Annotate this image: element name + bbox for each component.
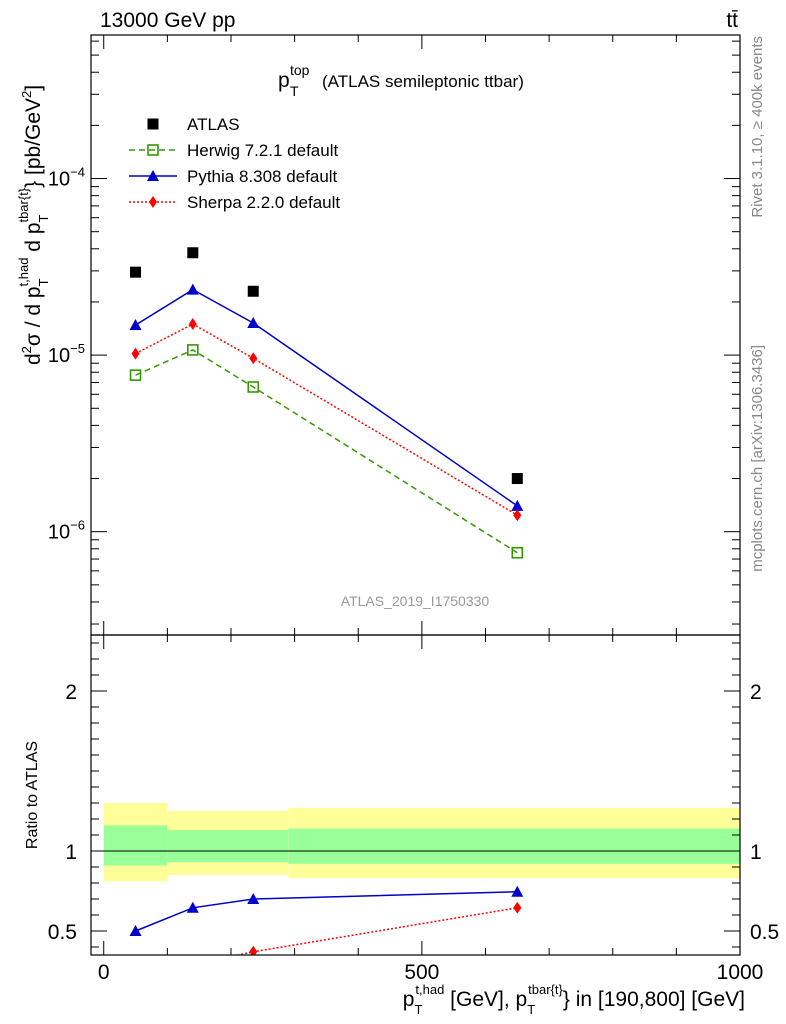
main-point-sherpa-2 (249, 352, 258, 365)
title-var: p (278, 69, 290, 92)
ratio-line-pythia (135, 891, 518, 932)
main-point-sherpa-3 (513, 509, 522, 522)
legend-marker-atlas (147, 118, 159, 130)
ratio-ytick-label-right-0: 0.5 (750, 921, 779, 944)
legend: ATLAS Herwig 7.2.1 default Pythia 8.308 de… (129, 115, 340, 212)
main-point-atlas-0 (130, 266, 142, 278)
legend-label-atlas: ATLAS (187, 115, 240, 134)
ratio-point-sherpa-2 (513, 901, 522, 914)
legend-entry-atlas: ATLAS (147, 115, 240, 134)
ratio-ytick-label-right-1: 1 (750, 841, 762, 864)
ratio-point-pythia-2 (247, 893, 260, 904)
main-point-herwig-3 (511, 546, 524, 559)
legend-label-pythia: Pythia 8.308 default (187, 167, 338, 186)
energy-label: 13000 GeV pp (100, 9, 235, 32)
legend-marker-herwig (147, 144, 159, 156)
legend-entry-herwig: Herwig 7.2.1 default (129, 141, 338, 160)
legend-entry-pythia: Pythia 8.308 default (129, 167, 338, 186)
band-inner-2 (288, 828, 740, 864)
mcplots-label: mcplots.cern.ch [arXiv:1306.3436] (749, 345, 766, 572)
ratio-point-pythia-0 (129, 925, 142, 936)
legend-marker-pythia (147, 170, 159, 181)
ratio-ylabel: Ratio to ATLAS (24, 741, 41, 849)
ratio-frame (90, 634, 741, 956)
ratio-ytick-label-1: 1 (65, 841, 77, 864)
main-series-sherpa (131, 318, 522, 522)
main-title: p top T (ATLAS semileptonic ttbar) (278, 62, 524, 99)
ratio-line-sherpa (234, 907, 518, 955)
main-series-atlas (130, 247, 523, 485)
main-point-pythia-3 (511, 499, 524, 511)
main-point-sherpa-0 (131, 347, 140, 360)
main-point-herwig-2 (247, 381, 260, 393)
ratio-uncertainty-bands (91, 803, 740, 882)
ratio-point-pythia-1 (186, 901, 199, 913)
ratio-point-sherpa-1 (249, 945, 258, 955)
legend-label-herwig: Herwig 7.2.1 default (187, 141, 338, 160)
analysis-id: ATLAS_2019_I1750330 (341, 593, 490, 609)
main-point-sherpa-1 (188, 318, 197, 331)
axes-layer: 0 500 1000 10−6 10−5 10−4 0.5 0.5 1 1 2 2 (48, 34, 779, 984)
ratio-series-layer (129, 885, 524, 972)
ratio-series-sherpa (182, 901, 522, 972)
x-axis-label: pTt,had [GeV], pTtbar{t}} in [190,800] [… (403, 982, 745, 1017)
legend-entry-sherpa: Sherpa 2.2.0 default (129, 193, 340, 212)
legend-label-sherpa: Sherpa 2.2.0 default (187, 193, 340, 212)
band-inner-0 (103, 825, 168, 866)
ratio-ytick-label-right-2: 2 (750, 681, 762, 704)
ratio-point-pythia-3 (511, 885, 524, 897)
title-sub: T (290, 83, 299, 99)
x-tick-label-1: 500 (404, 961, 439, 984)
main-ylabel-text: d2σ / d pTt,had d pTtbar{t}} [pb/GeV2] (16, 85, 51, 365)
main-point-atlas-3 (511, 473, 523, 485)
main-line-herwig (135, 349, 518, 554)
title-sup: top (290, 62, 310, 78)
ratio-point-sherpa-0 (182, 960, 190, 972)
main-ytick-label-1: 10−5 (48, 341, 85, 367)
main-series-pythia (129, 283, 524, 511)
rivet-label: Rivet 3.1.10, ≥ 400k events (749, 36, 766, 218)
main-point-herwig-0 (129, 369, 142, 381)
main-point-pythia-2 (247, 317, 260, 329)
main-point-pythia-0 (129, 319, 142, 331)
main-point-atlas-2 (247, 285, 259, 297)
main-ytick-label-2: 10−4 (48, 165, 85, 191)
main-point-herwig-1 (187, 344, 199, 356)
ratio-ytick-label-2: 2 (65, 681, 77, 704)
main-line-sherpa (135, 323, 518, 516)
legend-marker-sherpa (149, 196, 157, 208)
x-tick-label-0: 0 (98, 961, 110, 984)
main-series-layer (129, 247, 524, 559)
main-ytick-label-0: 10−6 (48, 518, 85, 544)
title-text: (ATLAS semileptonic ttbar) (322, 72, 524, 91)
ratio-series-pythia (129, 885, 524, 936)
process-label: tt̄ (726, 9, 738, 32)
main-ylabel: d2σ / d pTt,had d pTtbar{t}} [pb/GeV2] (16, 85, 51, 365)
main-point-pythia-1 (186, 283, 199, 295)
main-line-pythia (135, 288, 518, 507)
main-point-atlas-1 (187, 247, 199, 259)
x-tick-label-2: 1000 (717, 961, 764, 984)
ratio-ytick-label-0: 0.5 (48, 921, 77, 944)
band-inner-1 (167, 830, 289, 863)
main-series-herwig (129, 344, 524, 559)
